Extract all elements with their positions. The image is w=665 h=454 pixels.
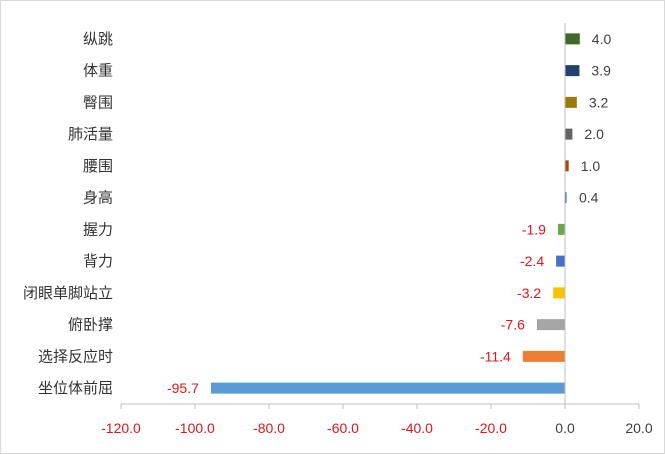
x-tick-label: -100.0 (175, 420, 215, 436)
bar (553, 287, 565, 299)
category-label: 纵跳 (83, 30, 113, 48)
bar (565, 128, 573, 140)
bar (557, 223, 565, 235)
bar (565, 65, 580, 77)
category-label: 腰围 (83, 157, 113, 175)
data-label: 1.0 (581, 158, 601, 174)
category-label: 坐位体前屈 (38, 379, 113, 397)
data-label: -2.4 (520, 253, 544, 269)
data-label: -95.7 (167, 380, 199, 396)
x-tick-label: -60.0 (327, 420, 359, 436)
data-label: -3.2 (517, 285, 541, 301)
bar (522, 350, 565, 362)
category-label: 肺活量 (68, 125, 113, 143)
data-label: 0.4 (579, 190, 599, 206)
category-label: 闭眼单脚站立 (23, 284, 113, 302)
x-tick-label: 0.0 (555, 420, 575, 436)
x-tick-label: -80.0 (253, 420, 285, 436)
data-label: -11.4 (480, 348, 511, 364)
bar (536, 319, 565, 331)
data-label: -1.9 (522, 221, 546, 237)
bar (210, 382, 565, 394)
x-tick-label: -40.0 (401, 420, 433, 436)
category-label: 握力 (83, 220, 113, 238)
data-label: 4.0 (592, 31, 612, 47)
data-label: 3.9 (591, 63, 611, 79)
category-label: 身高 (83, 189, 113, 207)
data-label: 2.0 (584, 126, 604, 142)
bar (565, 160, 569, 172)
bar (556, 255, 565, 267)
bar (565, 96, 577, 108)
bar (565, 33, 580, 45)
data-label: 3.2 (589, 94, 609, 110)
x-tick-label: -20.0 (475, 420, 507, 436)
bar (565, 192, 567, 204)
x-tick-label: 20.0 (625, 420, 652, 436)
data-label: -7.6 (501, 317, 525, 333)
category-label: 背力 (83, 252, 113, 270)
category-label: 选择反应时 (38, 347, 113, 365)
category-label: 俯卧撑 (68, 316, 113, 334)
category-label: 体重 (83, 62, 113, 80)
x-tick-label: -120.0 (101, 420, 141, 436)
category-label: 臀围 (83, 93, 113, 111)
